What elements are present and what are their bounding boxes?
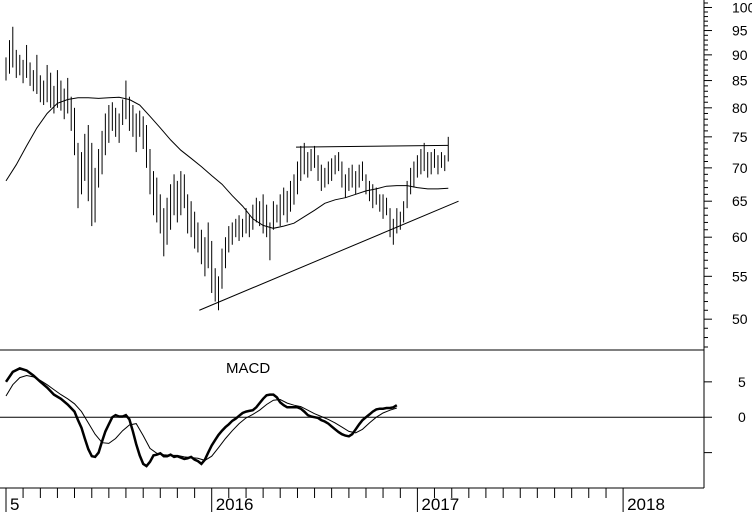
- resistance-trendline: [296, 144, 449, 148]
- price-tick-label: 55: [732, 268, 748, 284]
- price-tick-label: 85: [732, 73, 748, 89]
- price-tick-label: 60: [732, 229, 748, 245]
- macd-tick-label: 0: [738, 409, 746, 425]
- support-trendline: [199, 200, 459, 311]
- x-tick-label: 2018: [627, 495, 665, 514]
- x-tick-label: 5: [10, 495, 19, 514]
- moving-average-line: [5, 96, 449, 229]
- price-tick-label: 80: [732, 100, 748, 116]
- x-tick-label: 2017: [421, 495, 459, 514]
- macd-panel-title: MACD: [226, 360, 270, 377]
- price-tick-label: 65: [732, 193, 748, 209]
- price-tick-label: 50: [732, 311, 748, 327]
- macd-tick-label: 5: [738, 374, 746, 390]
- price-tick-label: 95: [732, 23, 748, 39]
- x-tick-label: 2016: [216, 495, 254, 514]
- macd-line: [4, 367, 398, 468]
- price-tick-label: 75: [732, 129, 748, 145]
- macd-signal-line: [5, 374, 397, 461]
- price-tick-label: 100: [732, 0, 752, 15]
- price-tick-label: 90: [732, 47, 748, 63]
- price-tick-label: 70: [732, 160, 748, 176]
